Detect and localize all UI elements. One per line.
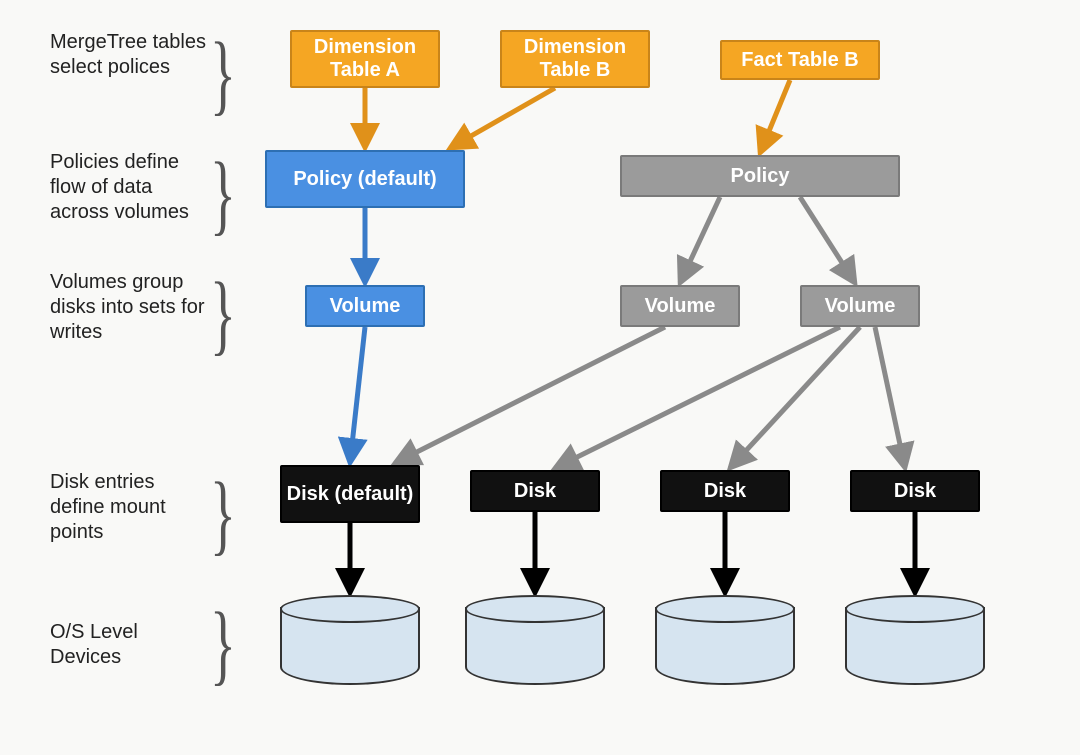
node-disk-3: Disk [660,470,790,512]
node-dimension-table-b: Dimension Table B [500,30,650,88]
node-dimension-table-a: Dimension Table A [290,30,440,88]
edge-arrow [350,327,365,463]
node-disk-default: Disk (default) [280,465,420,523]
node-policy: Policy [620,155,900,197]
node-fact-table-b: Fact Table B [720,40,880,80]
diagram-canvas: MergeTree tables select polices } Polici… [0,0,1080,755]
brace-icon: } [210,470,236,560]
device-cylinder-icon [655,595,795,685]
edge-arrow [555,327,840,468]
device-cylinder-icon [465,595,605,685]
row-label-volumes: Volumes group disks into sets for writes [50,270,210,345]
node-disk-4: Disk [850,470,980,512]
brace-icon: } [210,150,236,240]
node-volume-1: Volume [305,285,425,327]
edge-arrow [395,327,665,463]
edge-arrow [800,197,855,283]
node-disk-2: Disk [470,470,600,512]
row-label-tables: MergeTree tables select polices [50,30,210,80]
brace-icon: } [210,30,236,120]
edge-arrow [730,327,860,468]
edge-arrow [875,327,905,468]
device-cylinder-icon [280,595,420,685]
node-volume-3: Volume [800,285,920,327]
device-cylinder-icon [845,595,985,685]
node-policy-default: Policy (default) [265,150,465,208]
edge-arrow [760,80,790,153]
brace-icon: } [210,270,236,360]
row-label-devices: O/S Level Devices [50,620,210,670]
edge-arrow [680,197,720,283]
row-label-disks: Disk entries define mount points [50,470,210,545]
row-label-policies: Policies define flow of data across volu… [50,150,210,225]
node-volume-2: Volume [620,285,740,327]
edge-arrow [450,88,555,148]
brace-icon: } [210,600,236,690]
